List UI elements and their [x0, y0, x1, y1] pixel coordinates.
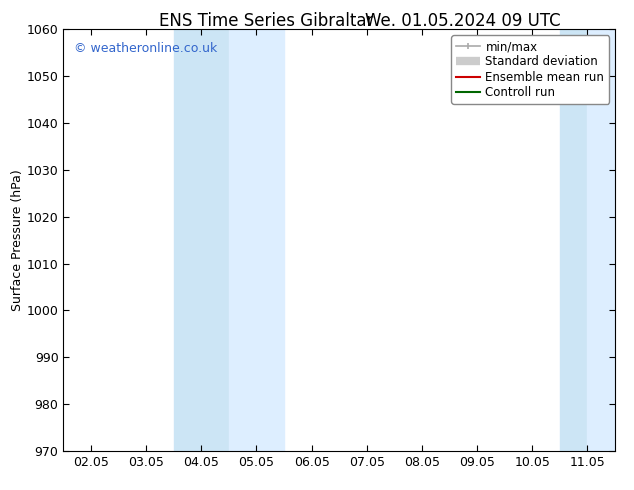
- Text: ENS Time Series Gibraltar: ENS Time Series Gibraltar: [159, 12, 373, 30]
- Text: We. 01.05.2024 09 UTC: We. 01.05.2024 09 UTC: [365, 12, 560, 30]
- Bar: [174, 29, 229, 451]
- Legend: min/max, Standard deviation, Ensemble mean run, Controll run: min/max, Standard deviation, Ensemble me…: [451, 35, 609, 104]
- Bar: [588, 29, 615, 451]
- Text: © weatheronline.co.uk: © weatheronline.co.uk: [74, 42, 217, 55]
- Y-axis label: Surface Pressure (hPa): Surface Pressure (hPa): [11, 169, 24, 311]
- Bar: [560, 29, 588, 451]
- Bar: [229, 29, 284, 451]
